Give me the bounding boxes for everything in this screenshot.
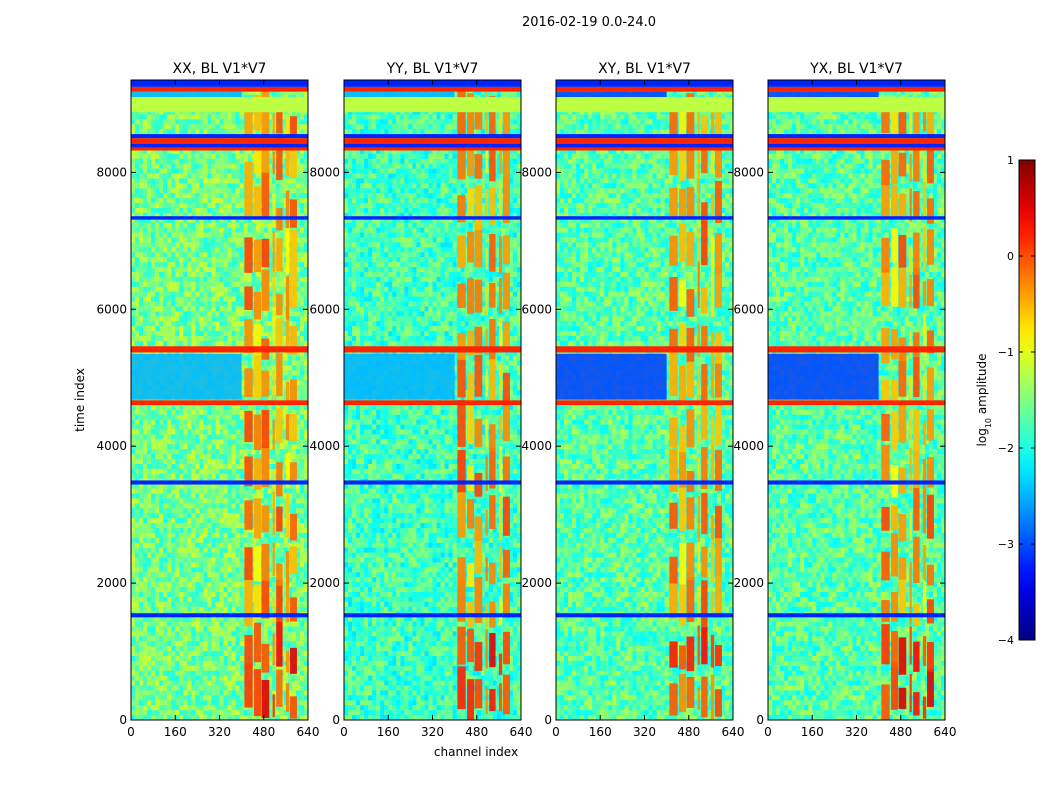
panel-xx: XX, BL V1*V7 0 160 320 480 640 0 2000 4000 6000 80… — [96, 61, 319, 739]
x-tick-label: 160 — [164, 725, 187, 739]
x-tick-label: 0 — [340, 725, 348, 739]
y-tick-label: 6000 — [309, 302, 340, 316]
x-tick-label: 480 — [677, 725, 700, 739]
x-tick-label: 320 — [633, 725, 656, 739]
x-tick-label: 160 — [377, 725, 400, 739]
y-tick-label: 8000 — [521, 165, 552, 179]
panel-yx: YX, BL V1*V7 0 160 320 480 640 0 2000 4000 6000 80… — [733, 61, 956, 739]
y-tick-label: 6000 — [733, 302, 764, 316]
colorbar-label: log10 amplitude — [975, 354, 993, 447]
colorbar-tick-label: 0 — [1007, 250, 1014, 263]
y-tick-label: 6000 — [96, 302, 127, 316]
y-tick-label: 0 — [332, 713, 340, 727]
colorbar-gradient — [1018, 159, 1036, 641]
panel-title: YY, BL V1*V7 — [386, 61, 479, 77]
heatmap-image — [768, 80, 945, 720]
x-axis-label: channel index — [434, 745, 518, 759]
panel-yy: YY, BL V1*V7 0 160 320 480 640 0 2000 4000 6000 80… — [309, 61, 532, 739]
figure-suptitle: 2016-02-19 0.0-24.0 — [522, 15, 656, 30]
heatmap-image — [344, 80, 521, 720]
x-tick-label: 480 — [889, 725, 912, 739]
x-tick-label: 640 — [722, 725, 745, 739]
colorbar-tick-label: −4 — [998, 634, 1014, 647]
x-tick-label: 320 — [208, 725, 231, 739]
colorbar-tick-label: −1 — [998, 346, 1014, 359]
x-tick-label: 480 — [252, 725, 275, 739]
colorbar-tick-label: −2 — [998, 442, 1014, 455]
y-tick-label: 6000 — [521, 302, 552, 316]
x-tick-label: 640 — [510, 725, 533, 739]
y-tick-label: 2000 — [733, 576, 764, 590]
panel-xy: XY, BL V1*V7 0 160 320 480 640 0 2000 4000 6000 80… — [521, 61, 744, 739]
y-tick-label: 4000 — [96, 439, 127, 453]
x-tick-label: 320 — [421, 725, 444, 739]
panels-group: XX, BL V1*V7 0 160 320 480 640 0 2000 4000 6000 80… — [96, 61, 956, 739]
x-tick-label: 0 — [127, 725, 135, 739]
y-tick-label: 0 — [119, 713, 127, 727]
y-axis-label: time index — [73, 368, 87, 432]
panel-title: XY, BL V1*V7 — [598, 61, 691, 77]
x-tick-label: 640 — [297, 725, 320, 739]
y-tick-label: 8000 — [96, 165, 127, 179]
y-tick-label: 2000 — [309, 576, 340, 590]
x-tick-label: 480 — [465, 725, 488, 739]
y-tick-label: 4000 — [521, 439, 552, 453]
y-tick-label: 2000 — [96, 576, 127, 590]
y-tick-label: 8000 — [309, 165, 340, 179]
y-tick-label: 0 — [544, 713, 552, 727]
panel-title: XX, BL V1*V7 — [173, 61, 267, 77]
x-tick-label: 0 — [552, 725, 560, 739]
y-tick-label: 4000 — [733, 439, 764, 453]
y-tick-label: 0 — [756, 713, 764, 727]
panel-title: YX, BL V1*V7 — [809, 61, 903, 77]
heatmap-image — [556, 80, 733, 720]
colorbar-tick-label: 1 — [1007, 154, 1014, 167]
x-tick-label: 160 — [589, 725, 612, 739]
y-tick-label: 8000 — [733, 165, 764, 179]
x-tick-label: 0 — [764, 725, 772, 739]
colorbar-tick-label: −3 — [998, 538, 1014, 551]
x-tick-label: 640 — [934, 725, 957, 739]
x-tick-label: 320 — [845, 725, 868, 739]
x-tick-label: 160 — [801, 725, 824, 739]
y-tick-label: 2000 — [521, 576, 552, 590]
y-tick-label: 4000 — [309, 439, 340, 453]
colorbar: 1 0 −1 −2 −3 −4 log10 amplitude — [975, 154, 1036, 647]
heatmap-image — [131, 80, 308, 720]
